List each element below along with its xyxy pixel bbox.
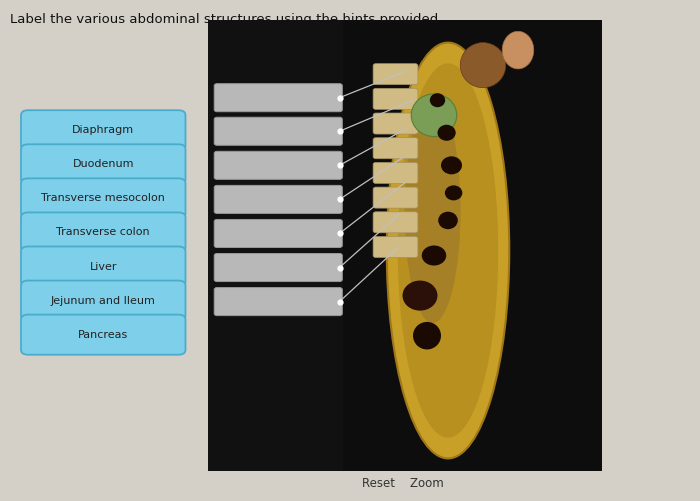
FancyBboxPatch shape — [21, 178, 186, 218]
FancyBboxPatch shape — [21, 144, 186, 184]
FancyBboxPatch shape — [373, 138, 418, 159]
Text: Label the various abdominal structures using the hints provided.: Label the various abdominal structures u… — [10, 13, 443, 26]
Text: Transverse colon: Transverse colon — [57, 227, 150, 237]
Ellipse shape — [402, 281, 438, 311]
FancyBboxPatch shape — [373, 88, 418, 109]
FancyBboxPatch shape — [373, 212, 418, 233]
FancyBboxPatch shape — [21, 110, 186, 150]
Bar — [208, 20, 602, 471]
Text: Diaphragm: Diaphragm — [72, 125, 134, 135]
Ellipse shape — [441, 156, 462, 174]
FancyBboxPatch shape — [21, 246, 186, 287]
FancyBboxPatch shape — [214, 288, 342, 316]
FancyBboxPatch shape — [214, 254, 342, 282]
FancyBboxPatch shape — [373, 236, 418, 258]
FancyBboxPatch shape — [214, 219, 342, 247]
FancyBboxPatch shape — [214, 84, 342, 112]
FancyBboxPatch shape — [214, 185, 342, 213]
Ellipse shape — [398, 64, 498, 438]
FancyBboxPatch shape — [373, 162, 418, 183]
Text: Transverse mesocolon: Transverse mesocolon — [41, 193, 165, 203]
FancyBboxPatch shape — [21, 212, 186, 253]
FancyBboxPatch shape — [21, 281, 186, 321]
FancyBboxPatch shape — [373, 187, 418, 208]
Ellipse shape — [413, 322, 441, 350]
Ellipse shape — [421, 245, 447, 266]
Ellipse shape — [461, 43, 505, 88]
Text: Pancreas: Pancreas — [78, 330, 128, 340]
Ellipse shape — [386, 43, 510, 458]
Text: Duodenum: Duodenum — [73, 159, 134, 169]
Ellipse shape — [438, 125, 456, 141]
FancyBboxPatch shape — [214, 117, 342, 145]
Bar — [343, 20, 602, 471]
Ellipse shape — [430, 93, 445, 107]
Ellipse shape — [405, 98, 461, 323]
Ellipse shape — [445, 185, 463, 200]
Text: Reset    Zoom: Reset Zoom — [362, 477, 443, 490]
FancyBboxPatch shape — [214, 151, 342, 179]
Text: Jejunum and Ileum: Jejunum and Ileum — [51, 296, 155, 306]
FancyBboxPatch shape — [373, 64, 418, 85]
Ellipse shape — [412, 94, 456, 137]
Ellipse shape — [438, 212, 458, 229]
Text: Liver: Liver — [90, 262, 117, 272]
Ellipse shape — [503, 31, 533, 69]
FancyBboxPatch shape — [373, 113, 418, 134]
FancyBboxPatch shape — [21, 315, 186, 355]
